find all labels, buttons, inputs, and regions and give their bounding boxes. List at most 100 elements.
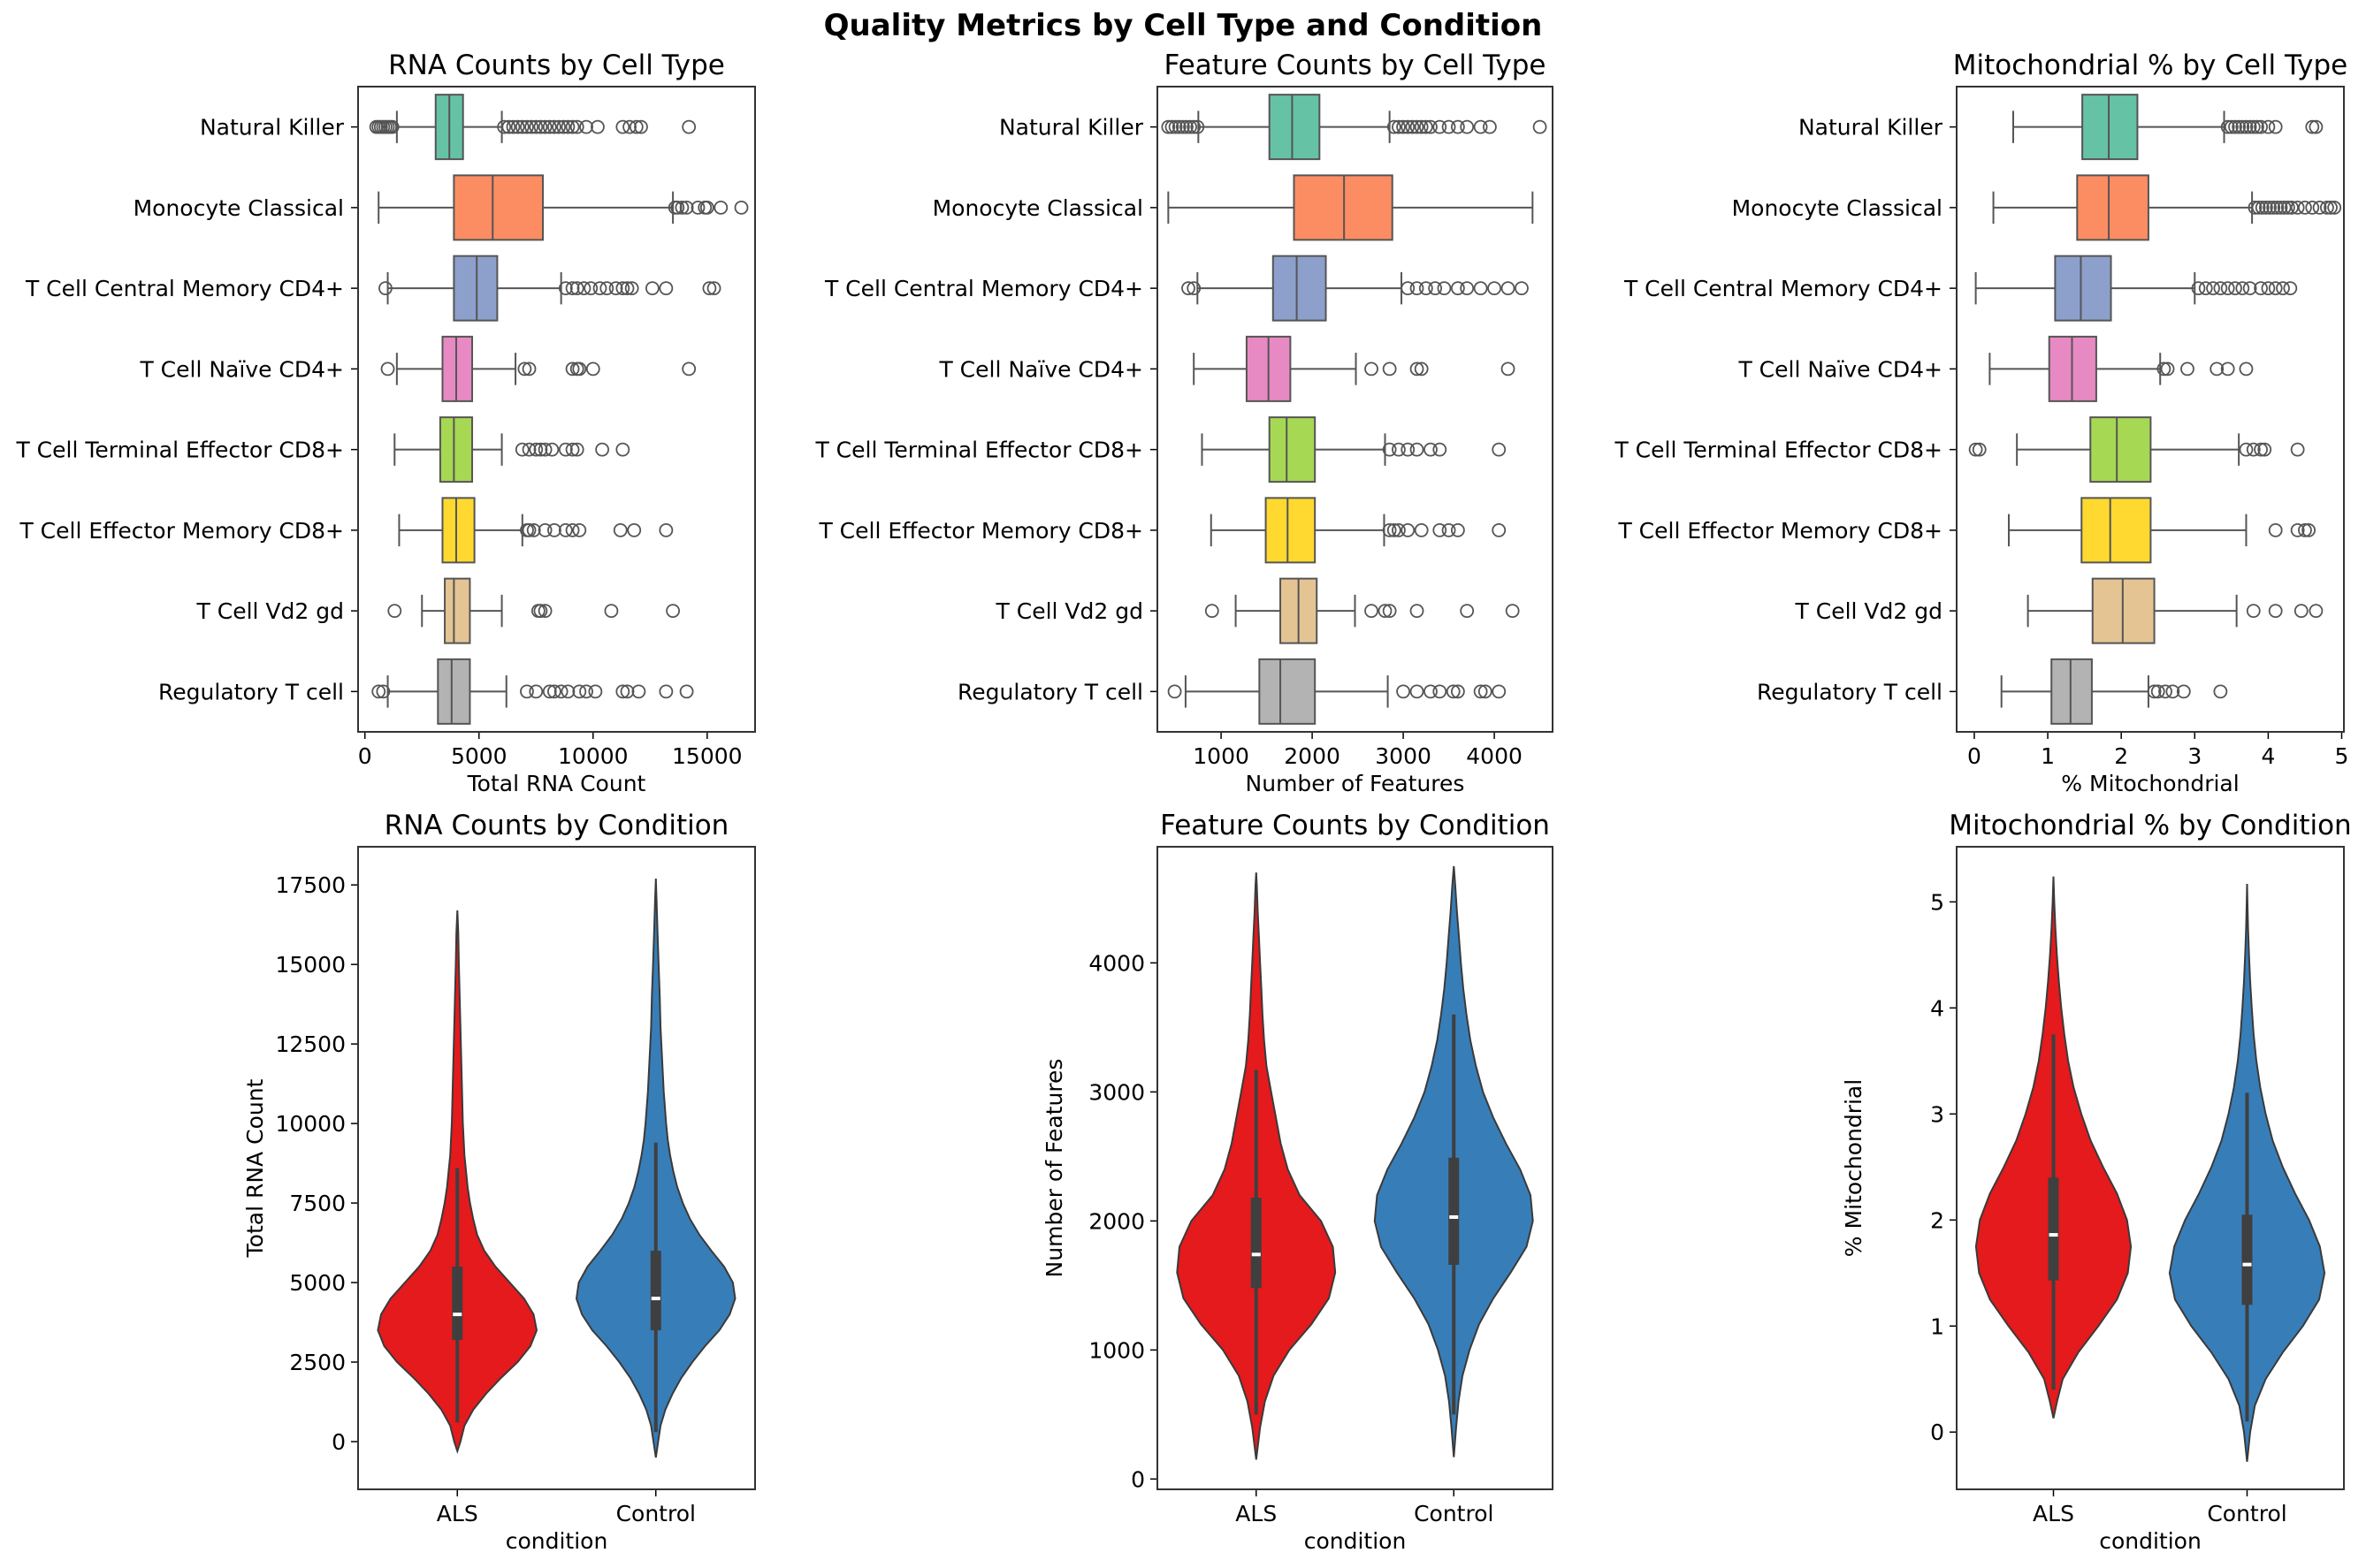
outlier-point <box>565 119 580 134</box>
box-4 <box>380 335 697 402</box>
box-6 <box>1210 497 1507 564</box>
outlier-point <box>533 604 548 619</box>
outlier-point <box>679 200 694 215</box>
y-tick-label: T Cell Effector Memory CD8+ <box>1617 518 1942 544</box>
outlier-point <box>572 522 587 537</box>
iqr-bar <box>2048 1177 2059 1281</box>
box-3 <box>378 255 721 322</box>
outlier-point <box>526 522 541 537</box>
outlier-point <box>1175 119 1190 134</box>
outlier-point <box>1477 684 1492 699</box>
axes-frame <box>357 846 756 1490</box>
x-tick-label: 3000 <box>1375 743 1431 769</box>
outlier-point <box>1460 119 1475 134</box>
outlier-point <box>1187 281 1202 296</box>
violin-2 <box>1373 865 1534 1458</box>
outlier-point <box>2254 119 2268 134</box>
outlier-point <box>659 522 674 537</box>
outlier-point <box>520 684 534 699</box>
y-tick-label: T Cell Vd2 gd <box>1795 598 1942 624</box>
outlier-point <box>714 200 729 215</box>
iqr-box <box>1293 174 1393 241</box>
outlier-point <box>538 119 553 134</box>
outlier-point <box>1386 119 1401 134</box>
outlier-point <box>1505 604 1520 619</box>
iqr-box <box>2054 255 2112 322</box>
outlier-point <box>529 119 544 134</box>
box-7 <box>1204 577 1520 644</box>
y-tick-label: 0 <box>1930 1420 1944 1445</box>
outlier-point <box>2147 684 2162 699</box>
y-tick-label: T Cell Central Memory CD4+ <box>25 276 344 301</box>
outlier-point <box>702 281 717 296</box>
outlier-point <box>565 281 580 296</box>
outlier-point <box>1450 522 1465 537</box>
box-4 <box>1988 335 2254 402</box>
x-axis-label: condition <box>1304 1528 1407 1554</box>
outlier-point <box>524 119 539 134</box>
outlier-point <box>2283 281 2298 296</box>
outlier-point <box>2251 200 2266 215</box>
box-5 <box>1201 416 1507 483</box>
panel-title: Feature Counts by Condition <box>1160 810 1550 841</box>
outlier-point <box>506 119 521 134</box>
outlier-point <box>1401 442 1416 457</box>
x-tick-label: ALS <box>1235 1501 1277 1526</box>
outlier-point <box>2301 522 2316 537</box>
outlier-point <box>1441 522 1456 537</box>
median-marker <box>1251 1252 1261 1257</box>
outlier-point <box>547 522 561 537</box>
outlier-point <box>2228 281 2242 296</box>
outlier-point <box>517 362 532 377</box>
iqr-box <box>1264 497 1317 564</box>
outlier-point <box>545 442 560 457</box>
y-tick-label: Regulatory T cell <box>158 679 344 704</box>
y-tick-label: Monocyte Classical <box>933 195 1143 221</box>
iqr-box <box>2080 497 2152 564</box>
outlier-point <box>679 684 694 699</box>
outlier-point <box>622 119 637 134</box>
outlier-point <box>1492 522 1507 537</box>
outlier-point <box>706 281 721 296</box>
outlier-point <box>2239 442 2254 457</box>
outlier-point <box>2158 684 2172 699</box>
outlier-point <box>572 684 587 699</box>
outlier-point <box>1441 119 1456 134</box>
iqr-bar <box>452 1267 463 1340</box>
outlier-point <box>569 442 584 457</box>
outlier-point <box>1409 362 1424 377</box>
outlier-point <box>670 200 685 215</box>
outlier-point <box>1409 281 1424 296</box>
iqr-bar <box>1448 1157 1460 1265</box>
outlier-point <box>1473 281 1488 296</box>
outlier-point <box>522 362 537 377</box>
x-axis-label: Total RNA Count <box>467 771 646 796</box>
y-tick-label: Natural Killer <box>1798 115 1943 141</box>
outlier-point <box>1968 442 1983 457</box>
y-tick-label: T Cell Effector Memory CD8+ <box>19 518 344 544</box>
axes-frame <box>1156 846 1553 1490</box>
outlier-point <box>631 684 646 699</box>
outlier-point <box>565 522 580 537</box>
axes-frame <box>1156 86 1553 733</box>
outlier-point <box>1164 119 1179 134</box>
outlier-point <box>624 281 639 296</box>
outlier-point <box>565 442 580 457</box>
outlier-point <box>699 200 714 215</box>
outlier-point <box>691 200 706 215</box>
outlier-point <box>1382 442 1397 457</box>
outlier-point <box>682 362 697 377</box>
outlier-point <box>2263 200 2277 215</box>
x-tick-label: 3 <box>2187 743 2202 769</box>
iqr-box <box>1271 255 1327 322</box>
outlier-point <box>1378 604 1393 619</box>
outlier-point <box>522 522 537 537</box>
outlier-point <box>1450 684 1465 699</box>
outlier-point <box>1396 684 1410 699</box>
x-tick-label: Control <box>616 1501 696 1526</box>
outlier-point <box>1432 684 1447 699</box>
outlier-point <box>2206 281 2220 296</box>
outlier-point <box>2327 200 2342 215</box>
outlier-point <box>620 281 635 296</box>
outlier-point <box>2254 281 2268 296</box>
